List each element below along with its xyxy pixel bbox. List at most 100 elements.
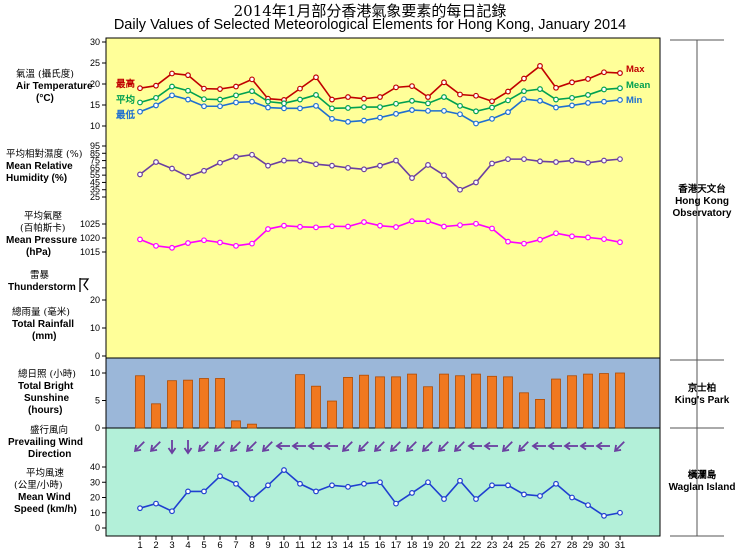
- series-label: 最低: [116, 109, 136, 121]
- y-tick-label: 30: [90, 37, 100, 47]
- x-tick-label: 28: [567, 540, 578, 551]
- sunshine-bar: [231, 420, 241, 429]
- temp-mean-point: [249, 88, 255, 95]
- wind-speed-point: [441, 496, 447, 502]
- wind-arrow-head: [133, 444, 142, 453]
- wind-arrow-icon: [501, 441, 513, 453]
- pressure-point: [297, 223, 303, 230]
- y-tick-label: 1015: [80, 247, 100, 257]
- temp-min-point: [169, 92, 175, 99]
- wind-speed-point: [393, 500, 399, 507]
- wind-arrow-head: [213, 444, 222, 453]
- y-tick-label: 0: [95, 351, 100, 361]
- station-kings-park: 京士柏 King's Park: [674, 383, 730, 406]
- sunshine-bar: [471, 373, 481, 429]
- humidity-point: [441, 172, 447, 179]
- temp-mean-point: [505, 97, 511, 104]
- wind-arrow-icon: [291, 441, 306, 451]
- x-tick-label: 3: [169, 540, 174, 551]
- wind-arrow-icon: [341, 441, 353, 453]
- x-tick-label: 23: [487, 540, 498, 551]
- wind-speed-label: 平均風速 (公里/小時) Mean Wind Speed (km/h): [14, 468, 77, 515]
- temp-min-point: [441, 107, 447, 114]
- wind-arrow-head: [579, 441, 587, 451]
- pressure-point: [185, 240, 191, 246]
- humidity-point: [249, 151, 255, 158]
- temp-max-point: [169, 70, 175, 77]
- temp-mean-point: [233, 92, 239, 99]
- wind-speed-point: [329, 482, 335, 489]
- humidity-point: [153, 159, 159, 165]
- sunshine-bar: [215, 378, 225, 429]
- y-tick-label: 5: [95, 396, 100, 406]
- x-tick-label: 5: [201, 540, 206, 551]
- wind-arrow-head: [405, 444, 414, 453]
- temp-min-point: [537, 97, 543, 104]
- x-tick-label: 4: [185, 540, 190, 551]
- wind-arrow-icon: [405, 441, 417, 453]
- temp-mean-point: [537, 86, 543, 92]
- wind-speed-point: [185, 488, 191, 495]
- temp-mean-point: [361, 104, 367, 110]
- temp-max-point: [457, 91, 463, 98]
- temp-max-point: [585, 76, 591, 82]
- pressure-point: [377, 222, 383, 229]
- chart-title-en: Daily Values of Selected Meteorological …: [113, 17, 627, 33]
- temp-max-point: [409, 83, 415, 89]
- pressure-point: [281, 222, 287, 229]
- x-tick-label: 17: [391, 540, 402, 551]
- temp-mean-point: [569, 94, 575, 101]
- wind-arrow-icon: [323, 441, 338, 451]
- temp-mean-point: [553, 96, 559, 103]
- humidity-label: 平均相對濕度 (%) Mean Relative Humidity (%): [6, 149, 83, 184]
- wind-arrow-shaft: [263, 441, 273, 451]
- temp-max-point: [425, 94, 431, 100]
- y-tick-label: 25: [90, 192, 100, 202]
- pressure-point: [617, 239, 623, 246]
- sunshine-bar: [311, 385, 321, 429]
- wind-arrow-head: [341, 444, 350, 453]
- sunshine-bar: [455, 375, 465, 429]
- x-tick-label: 30: [599, 540, 610, 551]
- x-tick-label: 12: [311, 540, 322, 551]
- pressure-point: [345, 223, 351, 230]
- wind-arrow-icon: [595, 441, 610, 451]
- wind-arrow-icon: [421, 441, 433, 453]
- temp-mean-point: [345, 105, 351, 111]
- y-tick-label: 0: [95, 523, 100, 533]
- pressure-point: [457, 222, 463, 229]
- wind-arrow-shaft: [615, 441, 625, 451]
- x-tick-label: 24: [503, 540, 514, 551]
- temp-min-point: [297, 105, 303, 112]
- sunshine-bar: [375, 376, 385, 429]
- sunshine-bar: [535, 398, 545, 429]
- humidity-point: [569, 157, 575, 164]
- temp-min-point: [473, 120, 479, 127]
- x-tick-label: 20: [439, 540, 450, 551]
- wind-arrow-shaft: [407, 441, 417, 451]
- pressure-point: [249, 240, 255, 247]
- wind-direction-label: 盛行風向 Prevailing Wind Direction: [8, 425, 83, 460]
- humidity-point: [297, 157, 303, 164]
- pressure-point: [137, 236, 143, 243]
- pressure-point: [393, 224, 399, 230]
- wind-speed-point: [313, 488, 319, 495]
- wind-arrow-shaft: [343, 441, 353, 451]
- temp-min-point: [345, 118, 351, 125]
- temp-max-point: [553, 84, 559, 91]
- pressure-point: [313, 224, 319, 231]
- wind-arrow-head: [229, 444, 238, 453]
- humidity-point: [601, 157, 607, 164]
- x-tick-label: 6: [217, 540, 222, 551]
- wind-arrow-shaft: [519, 441, 529, 451]
- pressure-point: [329, 223, 335, 230]
- temp-mean-point: [313, 92, 319, 98]
- temp-max-point: [489, 98, 495, 105]
- sunshine-bar: [391, 376, 401, 429]
- wind-arrow-icon: [613, 441, 625, 453]
- wind-arrow-head: [245, 444, 254, 453]
- wind-speed-point: [297, 480, 303, 487]
- wind-arrow-head: [421, 444, 430, 453]
- wind-speed-point: [217, 473, 223, 480]
- wind-arrow-icon: [261, 441, 273, 453]
